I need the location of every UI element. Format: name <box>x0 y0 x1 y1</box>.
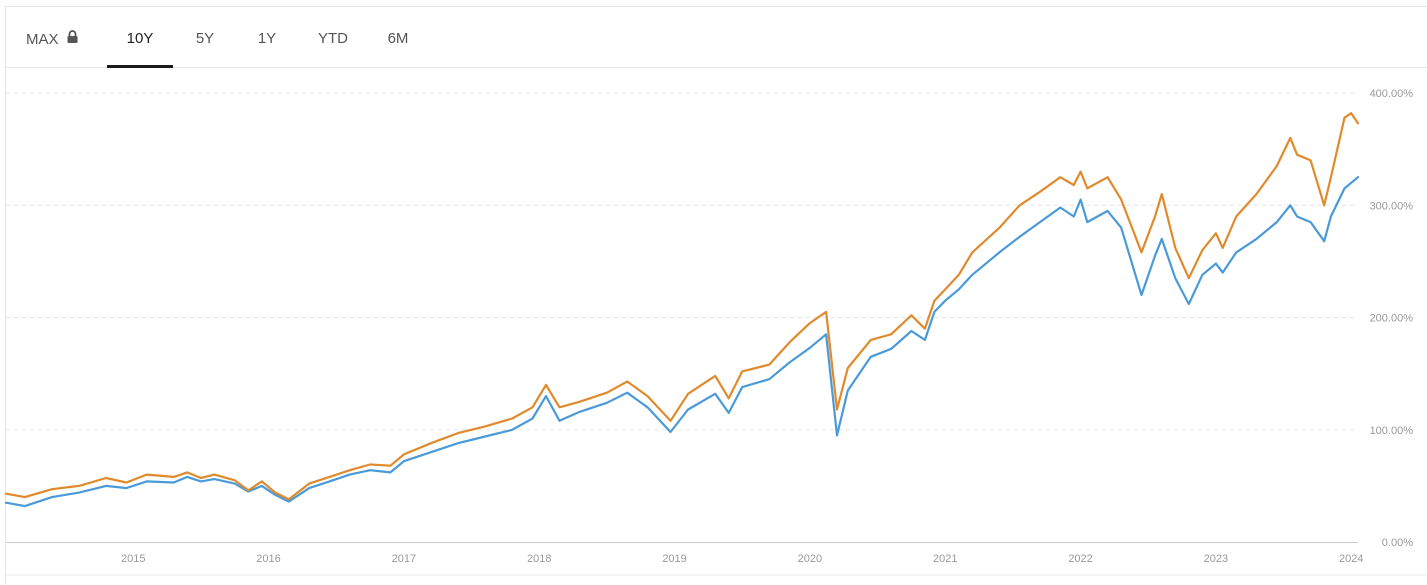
y-tick-label: 100.00% <box>1370 425 1414 437</box>
tab-ytd-label: YTD <box>318 30 348 47</box>
x-tick-label: 2024 <box>1339 553 1363 565</box>
tab-10y[interactable]: 10Y <box>107 30 173 68</box>
series-line-blue <box>4 176 1360 508</box>
tab-ytd[interactable]: YTD <box>313 30 353 68</box>
range-tabs: MAX 10Y 5Y 1Y YTD 6M <box>5 7 1427 68</box>
tab-6m[interactable]: 6M <box>381 30 415 68</box>
series-line-orange <box>4 112 1360 501</box>
tab-max-label: MAX <box>26 31 59 48</box>
tab-1y-label: 1Y <box>257 30 277 47</box>
x-tick-label: 2020 <box>798 553 822 565</box>
y-tick-label: 0.00% <box>1382 537 1413 549</box>
x-tick-label: 2018 <box>527 553 551 565</box>
tab-1y[interactable]: 1Y <box>252 30 282 68</box>
tab-max[interactable]: MAX <box>26 30 88 68</box>
tab-6m-label: 6M <box>387 30 409 47</box>
y-tick-label: 200.00% <box>1370 313 1414 325</box>
chart-frame <box>5 6 1427 585</box>
tab-10y-label: 10Y <box>126 30 154 47</box>
y-tick-label: 300.00% <box>1370 200 1414 212</box>
y-tick-label: 400.00% <box>1370 88 1414 100</box>
x-tick-label: 2022 <box>1068 553 1092 565</box>
lock-icon <box>67 30 78 47</box>
x-tick-label: 2021 <box>933 553 957 565</box>
x-tick-label: 2016 <box>256 553 280 565</box>
x-tick-label: 2019 <box>662 553 686 565</box>
performance-chart: 400.00% 300.00% 200.00% 100.00% 0.00% 2015 201… <box>4 88 1427 576</box>
x-tick-label: 2015 <box>121 553 145 565</box>
x-tick-label: 2017 <box>392 553 416 565</box>
tab-5y[interactable]: 5Y <box>189 30 221 68</box>
tab-5y-label: 5Y <box>195 30 215 47</box>
x-tick-label: 2023 <box>1204 553 1228 565</box>
